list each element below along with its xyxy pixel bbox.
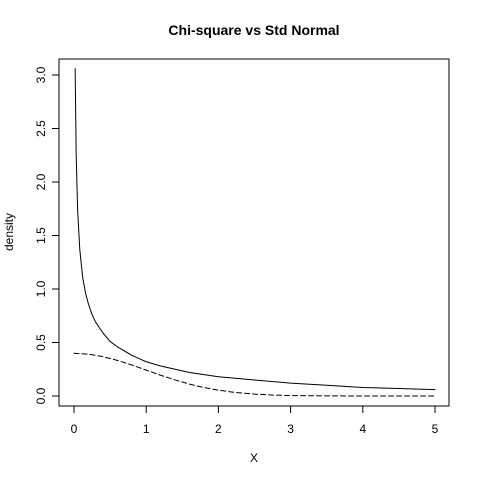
y-tick-label: 3.0	[34, 66, 48, 83]
x-tick-label: 4	[359, 422, 366, 436]
x-axis: 0 1 2 3 4 5	[71, 405, 439, 436]
x-axis-label: X	[250, 451, 258, 465]
y-tick-label: 1.5	[34, 227, 48, 244]
x-tick-label: 5	[432, 422, 439, 436]
y-tick-label: 0.5	[34, 334, 48, 351]
solid-series-line	[74, 68, 436, 391]
x-tick-label: 2	[215, 422, 222, 436]
x-tick-label: 0	[71, 422, 78, 436]
chart-title: Chi-square vs Std Normal	[168, 22, 339, 38]
y-axis-label: density	[2, 213, 16, 251]
dashed-series-line	[73, 352, 436, 397]
y-tick-label: 2.5	[34, 120, 48, 137]
x-tick-label: 1	[143, 422, 150, 436]
x-tick-label: 3	[287, 422, 294, 436]
series-layer	[73, 68, 436, 397]
plot-frame	[58, 58, 450, 407]
y-tick-label: 0.0	[34, 387, 48, 404]
y-tick-label: 2.0	[34, 173, 48, 190]
y-tick-label: 1.0	[34, 280, 48, 297]
y-axis: 0.0 0.5 1.0 1.5 2.0 2.5 3.0	[34, 66, 60, 404]
